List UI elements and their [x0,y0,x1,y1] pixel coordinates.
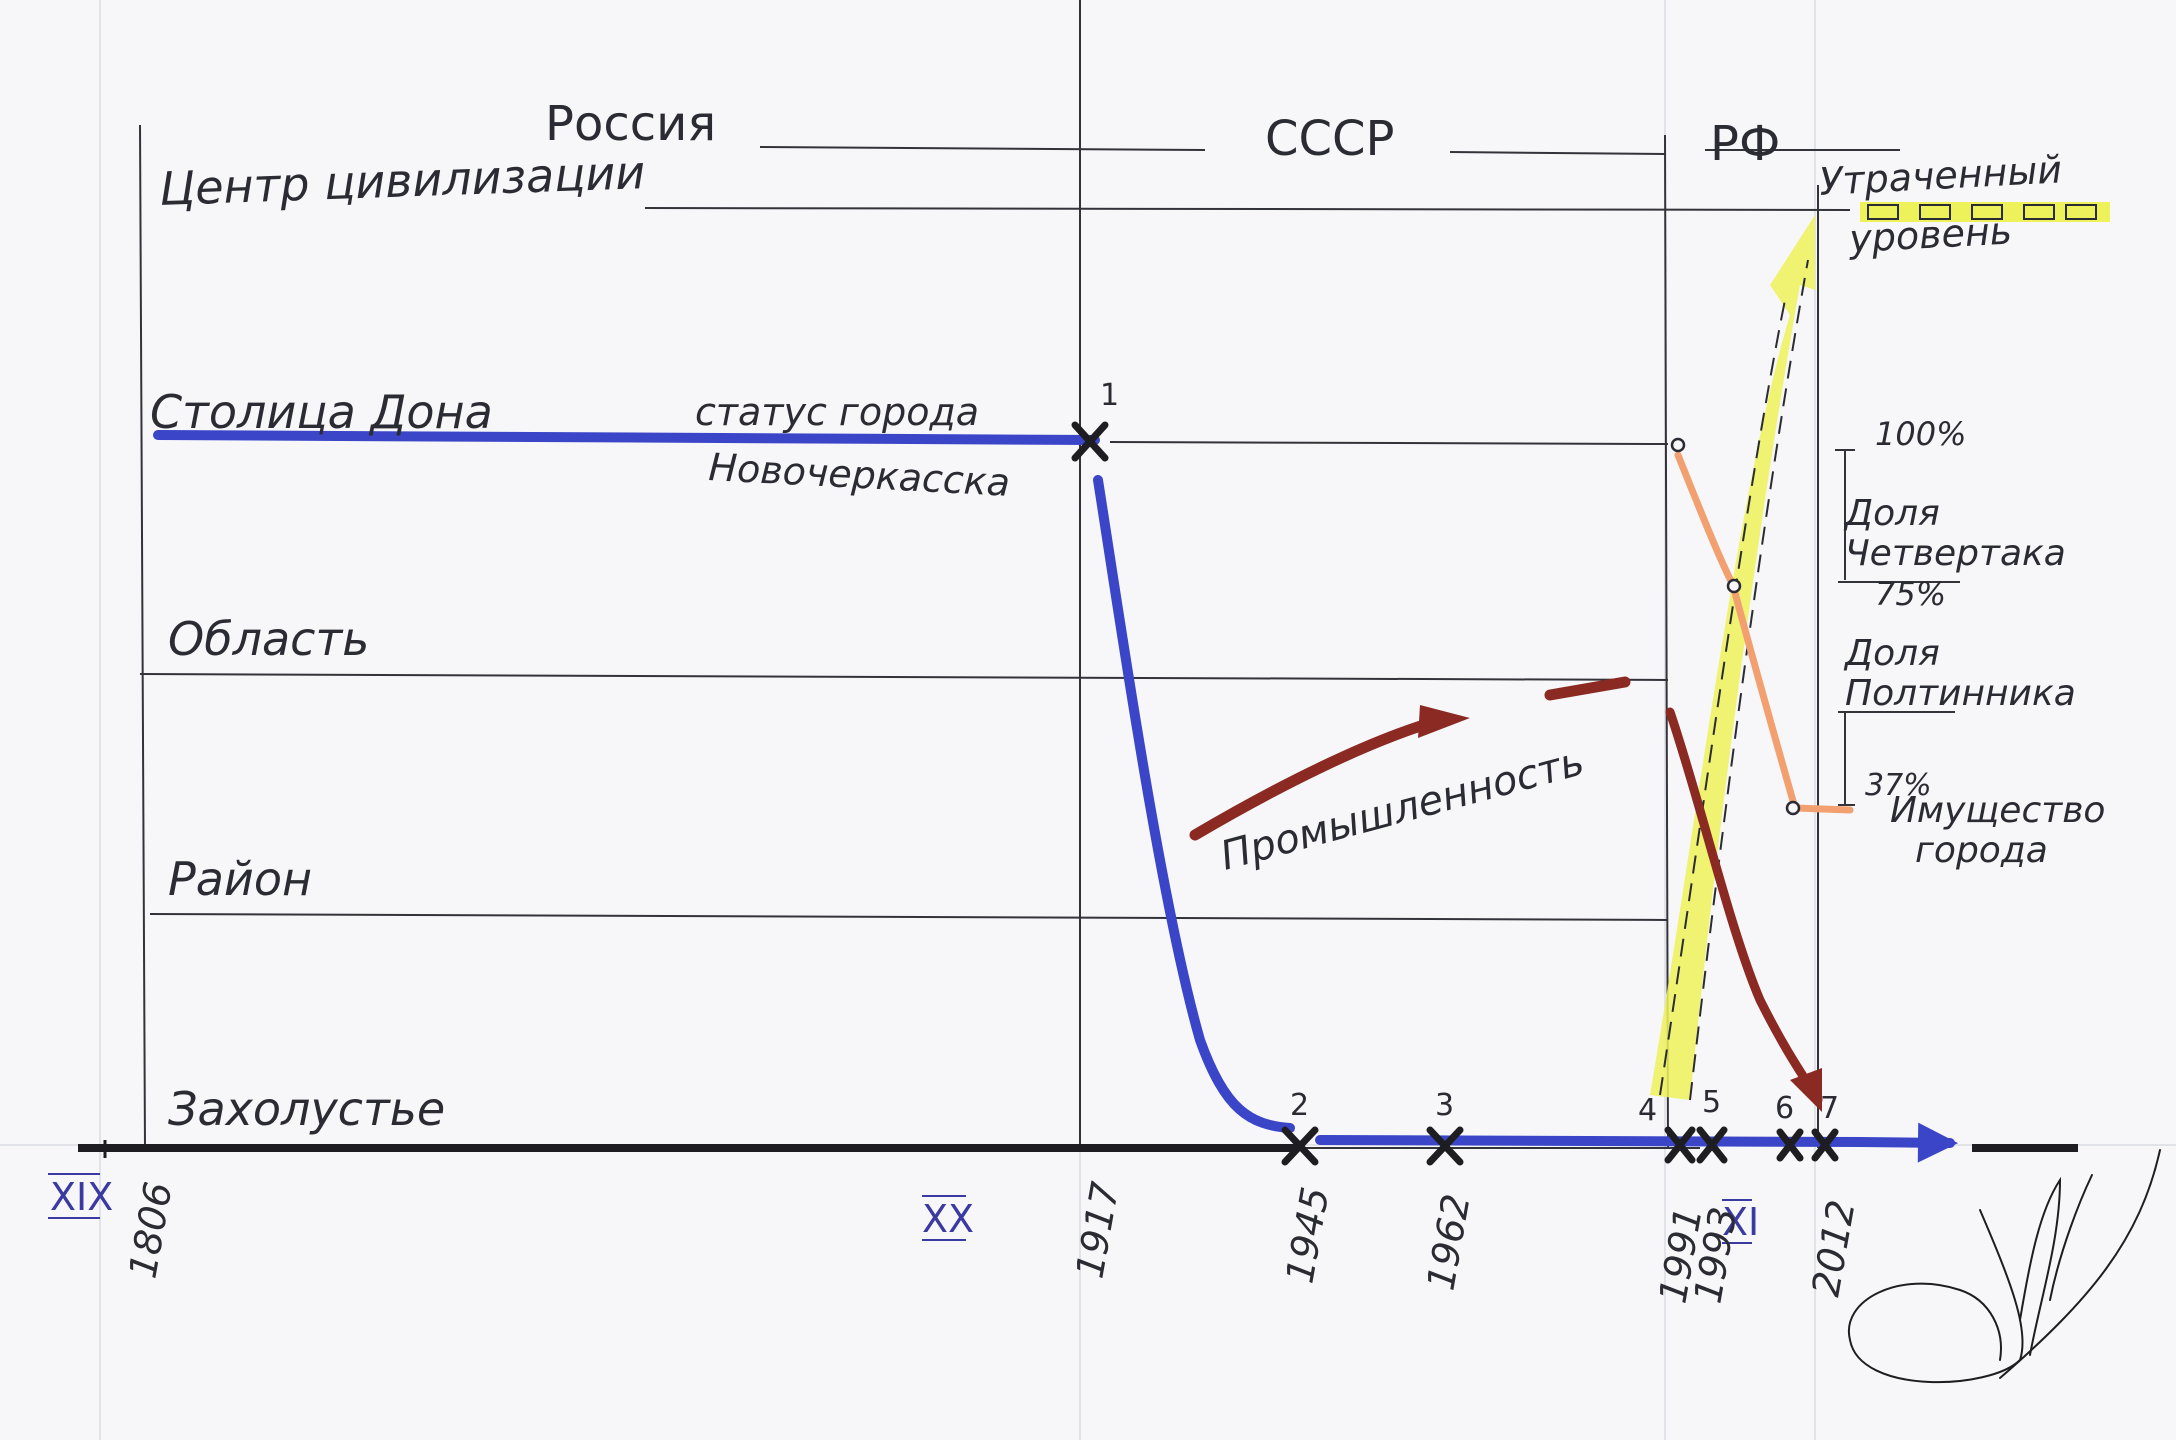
event-number: 1 [1100,378,1119,413]
year-label: 1962 [1419,1191,1479,1294]
property-label-1: Имущество [1890,790,2105,831]
event-number: 2 [1290,1088,1309,1123]
status-label-1: статус города [695,390,979,434]
era-russia: Россия [545,96,716,152]
annotations: статус города Новочеркасска Промышленнос… [695,147,2105,879]
lost-level-label-2: уровень [1847,209,2013,262]
poltinnik-label-1: Доля [1843,633,1940,674]
century-19: XIX [50,1175,113,1219]
event-number: 7 [1820,1091,1839,1126]
century-markers: XIX XX XI [50,1175,1759,1244]
event-number: 4 [1638,1093,1657,1128]
level-oblast: Область [168,612,369,666]
industry-arrows [1189,676,1823,1112]
x-mark-icon [1281,1126,1319,1166]
era-ussr: СССР [1265,111,1395,167]
pct-75-label: 75% [1875,575,1946,613]
x-mark-icon [1664,1126,1696,1164]
shares-curve [1670,437,1854,816]
century-20: XX [922,1197,974,1241]
lost-level-curve [1650,202,2110,1101]
x-mark-icon [1426,1126,1464,1166]
century-21: XI [1722,1200,1759,1244]
level-capital: Столица Дона [150,385,493,439]
year-labels: 1806 1917 1945 1962 1991 1993 2012 [121,1179,1864,1307]
status-label-2: Новочеркасска [708,445,1012,505]
poltinnik-label-2: Полтинника [1845,673,2076,714]
pct-37-label: 37% [1865,768,1932,803]
status-line [153,430,1958,1163]
x-mark-icon [1776,1128,1804,1162]
chetvertak-label-2: Четвертака [1845,533,2066,574]
year-label: 1945 [1278,1184,1338,1287]
property-label-2: города [1915,830,2048,871]
event-number: 6 [1775,1091,1794,1126]
event-numbers: 1 2 3 4 5 6 7 [1100,378,1839,1128]
lost-level-label-1: Утраченный [1818,147,2063,204]
x-mark-icon [1071,421,1109,462]
level-center: Центр цивилизации [158,145,646,216]
industry-label: Промышленность [1216,738,1589,879]
event-number: 5 [1702,1085,1721,1120]
level-backwater: Захолустье [168,1082,445,1136]
level-labels: Центр цивилизации Столица Дона Область Р… [150,145,646,1136]
event-markers [1071,421,1839,1166]
lost-level-bar [1860,202,2110,222]
pct-100-label: 100% [1875,415,1966,453]
level-raion: Район [168,852,312,906]
x-mark-icon [1811,1128,1839,1162]
era-labels: Россия СССР РФ [545,96,1780,172]
x-mark-icon [1696,1126,1728,1164]
event-number: 3 [1435,1088,1454,1123]
signature-icon [1847,1149,2161,1384]
chetvertak-label-1: Доля [1843,493,1940,534]
year-label: 1917 [1068,1179,1128,1282]
year-label: 1806 [121,1179,181,1282]
era-rf: РФ [1710,116,1780,172]
year-label: 2012 [1804,1197,1864,1300]
